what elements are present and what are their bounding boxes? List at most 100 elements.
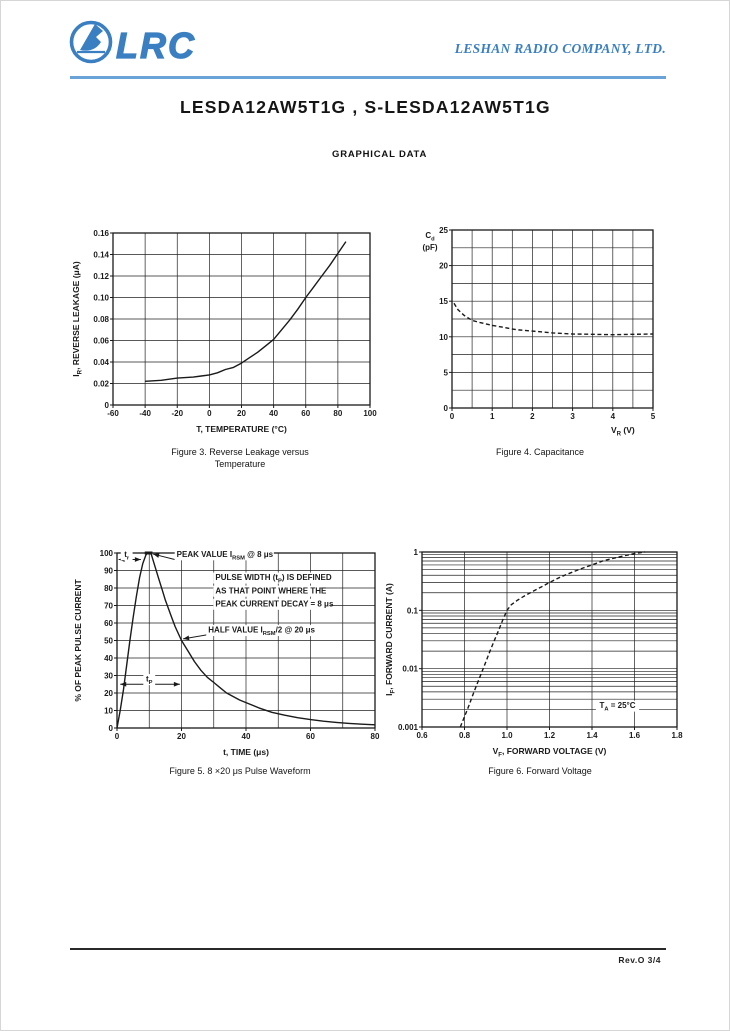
svg-text:Cd: Cd	[425, 231, 435, 242]
logo-swoosh-icon	[80, 24, 103, 51]
svg-text:1.8: 1.8	[671, 731, 683, 740]
svg-text:T, TEMPERATURE (°C): T, TEMPERATURE (°C)	[196, 424, 287, 434]
figure6-caption: Figure 6. Forward Voltage	[488, 766, 592, 776]
figure3-caption-line1: Figure 3. Reverse Leakage versus	[171, 447, 309, 457]
svg-text:0.01: 0.01	[402, 665, 418, 674]
svg-text:10: 10	[104, 707, 113, 716]
revision-label: Rev.O 3/4	[618, 955, 661, 965]
svg-text:PEAK VALUE IRSM @ 8 μs: PEAK VALUE IRSM @ 8 μs	[177, 550, 274, 561]
svg-text:3: 3	[570, 412, 575, 421]
svg-text:0.12: 0.12	[93, 272, 109, 281]
svg-text:4: 4	[611, 412, 616, 421]
svg-text:TA = 25°C: TA = 25°C	[599, 701, 635, 712]
svg-text:VF, FORWARD VOLTAGE (V): VF, FORWARD VOLTAGE (V)	[493, 746, 607, 758]
svg-text:-20: -20	[171, 409, 183, 418]
svg-text:20: 20	[177, 732, 186, 741]
svg-text:40: 40	[104, 654, 113, 663]
header-rule	[70, 76, 666, 79]
svg-text:60: 60	[104, 619, 113, 628]
svg-text:0: 0	[109, 724, 114, 733]
svg-text:80: 80	[333, 409, 342, 418]
svg-text:15: 15	[439, 297, 448, 306]
figure3-caption-line2: Temperature	[214, 459, 266, 470]
svg-text:80: 80	[371, 732, 380, 741]
svg-text:5: 5	[444, 368, 449, 377]
svg-text:10: 10	[439, 333, 448, 342]
svg-text:tr: tr	[124, 550, 130, 561]
capacitance-plot: 0 5 10 15 20 25 0 1 2 3 4 5 Cd(pF) VR (V)	[422, 226, 656, 437]
svg-text:1.0: 1.0	[501, 731, 513, 740]
svg-text:0.6: 0.6	[416, 731, 428, 740]
svg-text:0.1: 0.1	[407, 606, 419, 615]
svg-text:70: 70	[104, 602, 113, 611]
svg-text:(pF): (pF)	[422, 243, 437, 252]
svg-text:0: 0	[450, 412, 455, 421]
svg-text:60: 60	[306, 732, 315, 741]
lrc-logo: LRC	[66, 15, 201, 76]
svg-text:20: 20	[439, 262, 448, 271]
svg-text:25: 25	[439, 226, 448, 235]
svg-text:VR (V): VR (V)	[611, 425, 635, 437]
figure4-caption: Figure 4. Capacitance	[495, 447, 585, 457]
svg-text:HALF VALUE IRSM/2 @ 20 μs: HALF VALUE IRSM/2 @ 20 μs	[208, 626, 315, 637]
svg-text:-60: -60	[107, 409, 119, 418]
svg-text:30: 30	[104, 672, 113, 681]
svg-text:60: 60	[301, 409, 310, 418]
svg-text:40: 40	[242, 732, 251, 741]
svg-text:40: 40	[269, 409, 278, 418]
lrc-logo-graphic: LRC	[69, 20, 196, 67]
svg-text:t, TIME (μs): t, TIME (μs)	[223, 747, 269, 757]
figure6-chart: 0.001 0.01 0.1 1 0.6 0.8 1.0 1.2 1.4 1.6 1.8 TA = 2…	[380, 539, 685, 787]
logo-text: LRC	[116, 25, 196, 66]
svg-text:PEAK CURRENT DECAY = 8 μs: PEAK CURRENT DECAY = 8 μs	[215, 599, 334, 608]
page-subtitle: GRAPHICAL DATA	[332, 149, 428, 160]
svg-text:5: 5	[651, 412, 656, 421]
svg-text:0.16: 0.16	[93, 229, 109, 238]
logo-ring	[69, 20, 113, 64]
svg-text:1.6: 1.6	[629, 731, 641, 740]
svg-text:IF, FORWARD CURRENT (A): IF, FORWARD CURRENT (A)	[384, 583, 396, 696]
svg-text:100: 100	[100, 549, 114, 558]
svg-text:90: 90	[104, 567, 113, 576]
svg-text:0: 0	[115, 732, 120, 741]
svg-text:0.04: 0.04	[93, 358, 109, 367]
svg-text:0.14: 0.14	[93, 251, 109, 260]
svg-text:tP: tP	[146, 675, 153, 686]
svg-text:0: 0	[207, 409, 212, 418]
svg-text:2: 2	[530, 412, 535, 421]
svg-text:0.001: 0.001	[398, 723, 419, 732]
figure3-chart: 0 0.02 0.04 0.06 0.08 0.10 0.12 0.14 0.16 -60 -40 -…	[67, 220, 379, 457]
svg-text:80: 80	[104, 584, 113, 593]
svg-text:0.02: 0.02	[93, 380, 109, 389]
svg-text:20: 20	[237, 409, 246, 418]
svg-text:-40: -40	[139, 409, 151, 418]
figure3-caption: Figure 3. Reverse Leakage versus Tempera…	[100, 446, 380, 470]
svg-text:IR, REVERSE LEAKAGE (μA): IR, REVERSE LEAKAGE (μA)	[71, 261, 83, 377]
svg-text:0.8: 0.8	[459, 731, 471, 740]
svg-text:PULSE WIDTH (tP) IS DEFINED: PULSE WIDTH (tP) IS DEFINED	[215, 573, 332, 584]
svg-text:0.10: 0.10	[93, 294, 109, 303]
company-name: LESHAN RADIO COMPANY, LTD.	[454, 41, 666, 56]
forward-voltage-plot: 0.001 0.01 0.1 1 0.6 0.8 1.0 1.2 1.4 1.6 1.8 TA = 2…	[384, 548, 683, 758]
svg-text:1.4: 1.4	[586, 731, 598, 740]
svg-text:1: 1	[490, 412, 495, 421]
svg-text:20: 20	[104, 689, 113, 698]
svg-text:AS THAT POINT WHERE THE: AS THAT POINT WHERE THE	[215, 586, 327, 595]
svg-text:0.08: 0.08	[93, 315, 109, 324]
svg-text:50: 50	[104, 637, 113, 646]
svg-text:0: 0	[444, 404, 449, 413]
figure5-chart: 0 10 20 30 40 50 60 70 80 90 100 0 20 40 60 80 PEAK VALU…	[69, 539, 385, 787]
svg-text:1.2: 1.2	[544, 731, 556, 740]
svg-text:0: 0	[105, 401, 110, 410]
svg-text:% OF PEAK PULSE CURRENT: % OF PEAK PULSE CURRENT	[73, 579, 83, 702]
figure5-caption: Figure 5. 8 ×20 μs Pulse Waveform	[169, 766, 311, 776]
figure4-chart: 0 5 10 15 20 25 0 1 2 3 4 5 Cd (pF) VR (V)	[412, 216, 665, 445]
svg-text:1: 1	[414, 548, 419, 557]
footer-rule	[70, 948, 666, 950]
svg-text:0.06: 0.06	[93, 337, 109, 346]
page-title: LESDA12AW5T1G , S-LESDA12AW5T1G	[180, 97, 551, 117]
svg-text:100: 100	[363, 409, 377, 418]
reverse-leakage-plot: 0 0.02 0.04 0.06 0.08 0.10 0.12 0.14 0.16 -60 -40 -…	[71, 229, 377, 434]
pulse-waveform-plot: 0 10 20 30 40 50 60 70 80 90 100 0 20 40 60 80 PEAK VALU…	[73, 549, 380, 757]
